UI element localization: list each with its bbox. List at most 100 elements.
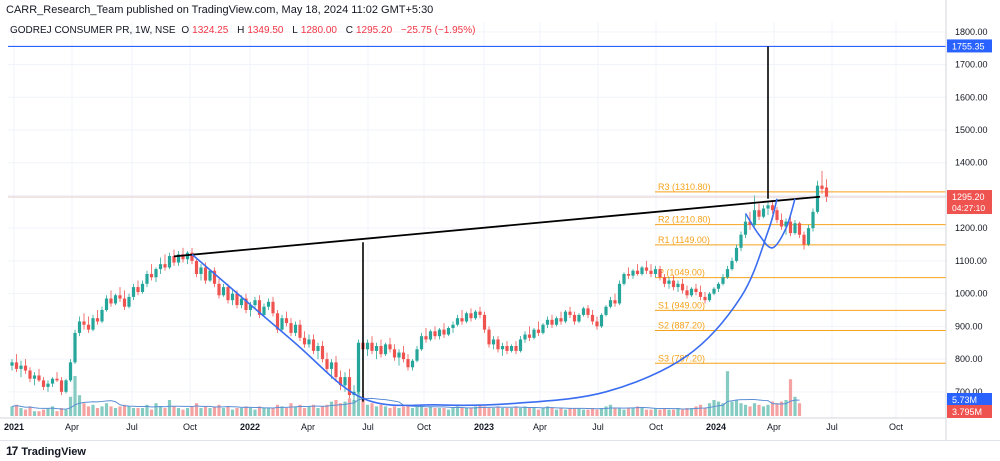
candle-body — [770, 205, 775, 211]
candle-body — [761, 208, 766, 217]
tradingview-brand[interactable]: 17 TradingView — [6, 444, 86, 458]
volume-bar — [644, 409, 649, 416]
volume-bar — [136, 408, 140, 416]
cup-arc — [191, 198, 778, 407]
candle-body — [23, 365, 28, 371]
candle-body — [694, 288, 698, 292]
volume-bar — [527, 408, 532, 416]
symbol-legend: GODREJ CONSUMER PR, 1W, NSE O 1324.25 H 13… — [10, 25, 478, 36]
candle-body — [266, 301, 271, 307]
close-value: 1295.20 — [355, 25, 393, 36]
symbol-name: GODREJ CONSUMER PR, 1W, NSE — [10, 25, 176, 36]
volume-bar — [541, 408, 545, 416]
candle-body — [667, 280, 671, 284]
volume-bar — [100, 406, 104, 416]
volume-bar — [311, 404, 316, 416]
candle-body — [545, 319, 550, 325]
candle-body — [518, 339, 523, 351]
candle-body — [302, 337, 307, 345]
volume-bar — [271, 408, 275, 416]
pivot-label: R1 (1149.00) — [658, 235, 710, 245]
candle-body — [509, 346, 514, 351]
candle-body — [811, 211, 815, 229]
price-tag-level-bg — [947, 39, 992, 53]
candle-body — [397, 352, 401, 358]
close-label: C — [345, 25, 353, 36]
candle-body — [140, 283, 145, 292]
volume-bar — [167, 400, 172, 416]
volume-bar — [604, 406, 608, 416]
y-tick-label: 1200.00 — [955, 223, 988, 233]
x-tick-label: Jul — [826, 422, 838, 432]
candle-body — [815, 185, 820, 212]
candle-body — [316, 346, 320, 351]
volume-bar — [176, 408, 181, 416]
candle-body — [473, 311, 478, 319]
volume-bar — [266, 408, 271, 416]
volume-bar — [104, 403, 109, 416]
pivot-label: S2 (887.20) — [658, 321, 705, 331]
candle-body — [599, 314, 604, 327]
candle-body — [284, 318, 289, 324]
volume-bar — [127, 406, 131, 416]
candle-body — [253, 300, 257, 306]
volume-bar — [716, 401, 721, 416]
volume-bar — [181, 409, 185, 416]
candle-body — [41, 380, 46, 387]
candle-body — [293, 324, 298, 333]
y-tick-label: 1500.00 — [955, 125, 988, 135]
candle-body — [118, 295, 122, 299]
x-tick-label: Jul — [126, 422, 138, 432]
candle-body — [559, 318, 563, 322]
publish-line: CARR_Research_Team published on TradingV… — [6, 4, 434, 16]
candle-body — [325, 359, 329, 369]
volume-bar — [464, 408, 469, 416]
volume-bar — [662, 408, 667, 416]
volume-bar — [437, 408, 442, 416]
candle-body — [86, 324, 91, 330]
candle-body — [194, 260, 199, 274]
candle-body — [491, 339, 496, 345]
volume-bar — [599, 408, 604, 416]
y-tick-label: 800.00 — [955, 354, 983, 364]
brand-name: TradingView — [21, 446, 86, 458]
volume-bar — [635, 406, 640, 416]
volume-bar — [734, 400, 739, 416]
tradingview-logo-icon: 17 — [6, 444, 18, 458]
y-tick-label: 1400.00 — [955, 158, 988, 168]
volume-bar — [118, 406, 122, 416]
candle-body — [370, 342, 374, 351]
volume-bar — [622, 409, 626, 416]
candle-body — [248, 305, 253, 310]
candle-body — [289, 323, 293, 333]
candle-body — [613, 300, 617, 304]
volume-bar — [568, 408, 572, 416]
volume-bar — [212, 406, 217, 416]
volume-bar — [248, 408, 253, 416]
volume-bar — [325, 404, 329, 416]
x-tick-label: 2022 — [240, 422, 260, 432]
volume-bar — [190, 406, 194, 416]
volume-bar — [676, 408, 680, 416]
candle-body — [658, 269, 662, 278]
volume-bar — [158, 406, 163, 416]
volume-bar — [365, 404, 370, 416]
candle-body — [779, 220, 784, 227]
candle-body — [158, 264, 163, 270]
candle-body — [14, 362, 19, 369]
volume-bar — [109, 406, 113, 416]
candle-body — [82, 321, 86, 325]
candle-body — [689, 288, 694, 296]
candle-body — [721, 277, 725, 284]
volume-bar — [640, 408, 644, 416]
candle-body — [356, 342, 361, 392]
candle-body — [262, 306, 266, 315]
candle-body — [572, 314, 577, 322]
candle-body — [743, 221, 748, 235]
volume-bar — [122, 404, 127, 416]
pivot-label: S3 (787.20) — [658, 353, 705, 363]
volume-bar — [356, 374, 361, 416]
volume-bar — [658, 409, 662, 416]
candle-body — [68, 362, 73, 381]
